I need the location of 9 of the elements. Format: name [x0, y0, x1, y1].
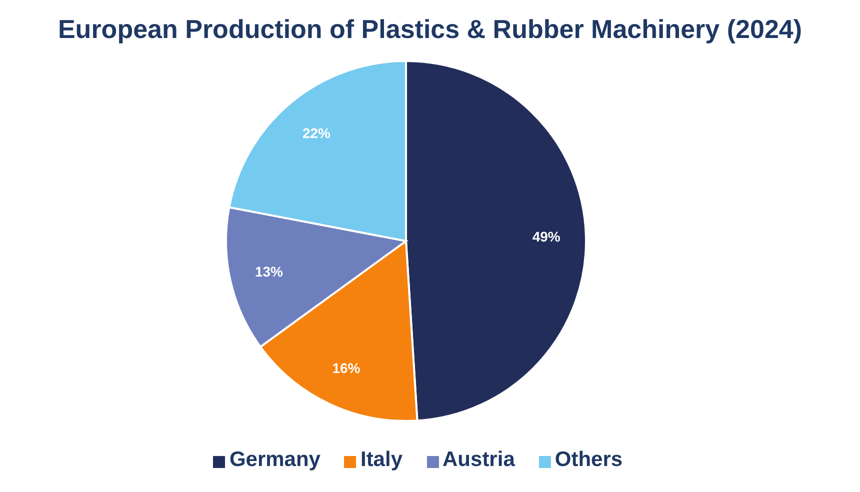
data-label: 49%	[532, 228, 561, 245]
data-label: 13%	[254, 264, 284, 280]
legend-label: Austria	[442, 448, 515, 471]
data-label: 22%	[302, 124, 332, 141]
data-label: 16%	[332, 360, 361, 376]
legend-label: Germany	[229, 448, 320, 471]
legend-label: Italy	[360, 448, 403, 471]
chart-title: European Production of Plastics & Rubber Machinery (2024)	[56, 14, 804, 44]
legend-label: Others	[554, 448, 623, 471]
